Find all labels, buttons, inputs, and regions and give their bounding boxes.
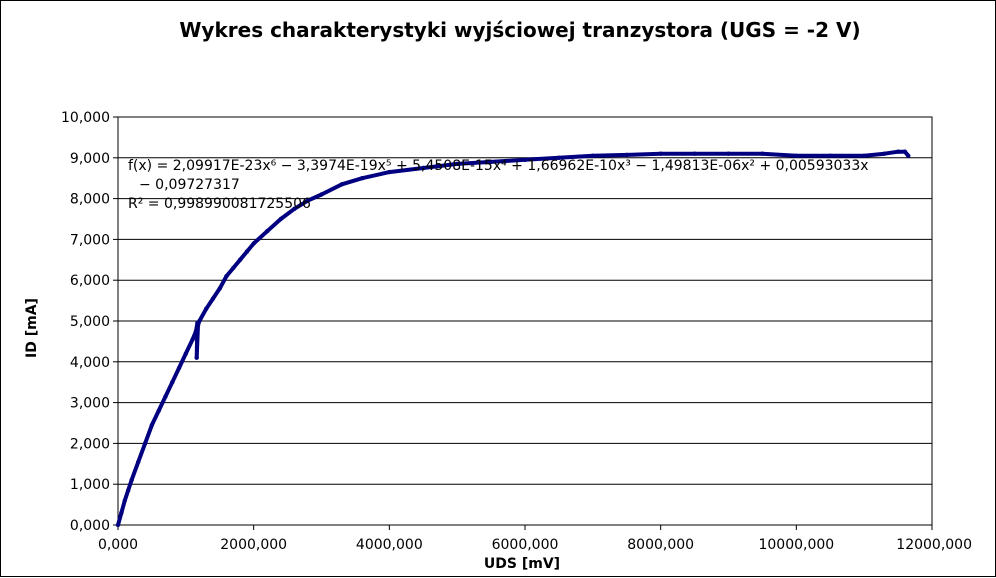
data-point xyxy=(522,157,528,162)
data-point xyxy=(156,408,161,413)
data-point xyxy=(244,249,250,254)
y-tick-label: 1,000 xyxy=(70,477,110,493)
data-point xyxy=(163,394,168,399)
series-group xyxy=(115,149,911,528)
y-tick-label: 3,000 xyxy=(70,396,110,412)
data-point xyxy=(895,149,901,154)
data-point xyxy=(624,152,629,158)
data-point xyxy=(319,192,324,197)
data-point xyxy=(265,229,270,234)
data-point xyxy=(387,169,392,175)
trendline-equation: f(x) = 2,09917E-23x⁶ − 3,3974E-19x⁵ + 5,… xyxy=(128,158,869,174)
data-point xyxy=(142,441,148,446)
data-point xyxy=(305,198,311,203)
x-tick-label: 0,000 xyxy=(98,537,138,553)
data-point xyxy=(195,322,201,328)
data-point xyxy=(421,165,426,171)
data-point xyxy=(278,216,283,222)
y-axis-ticks: 0,000 1,000 2,000 3,000 4,000 5,000 6,000 7,000… xyxy=(61,110,118,534)
data-point xyxy=(658,151,663,156)
data-point xyxy=(217,286,222,291)
data-point xyxy=(129,477,134,483)
chart-title: Wykres charakterystyki wyjściowej tranzy… xyxy=(179,18,860,42)
data-point xyxy=(726,151,731,156)
x-tick-label: 6000,000 xyxy=(492,537,559,553)
data-point xyxy=(210,296,216,301)
data-point xyxy=(176,365,182,371)
data-point xyxy=(193,329,199,334)
data-point xyxy=(794,153,799,158)
data-point xyxy=(339,182,345,187)
data-point xyxy=(882,151,887,156)
y-tick-label: 8,000 xyxy=(70,192,110,208)
y-tick-label: 10,000 xyxy=(61,110,110,126)
x-tick-label: 2000,000 xyxy=(220,537,287,553)
trendline-r2: R² = 0,998990081725506 xyxy=(128,196,311,212)
data-point xyxy=(194,355,199,360)
data-point xyxy=(292,206,297,211)
data-point xyxy=(231,265,236,271)
trendline-equation-continued: − 0,09727317 xyxy=(139,177,240,193)
data-point xyxy=(197,318,202,324)
data-point xyxy=(455,161,460,167)
data-point xyxy=(149,422,155,428)
data-point xyxy=(126,488,131,493)
x-tick-label: 8000,000 xyxy=(627,537,694,553)
x-tick-label: 4000,000 xyxy=(356,537,423,553)
data-point xyxy=(360,176,365,181)
x-axis-label: UDS [mV] xyxy=(484,556,560,572)
data-point xyxy=(190,337,195,342)
data-point xyxy=(170,380,175,385)
y-tick-label: 5,000 xyxy=(70,314,110,330)
data-point xyxy=(590,153,595,158)
data-point xyxy=(828,153,833,158)
y-tick-label: 9,000 xyxy=(70,151,110,167)
data-point xyxy=(224,273,229,279)
data-point xyxy=(556,155,562,160)
data-point xyxy=(862,153,867,158)
data-point xyxy=(906,153,911,158)
y-tick-label: 7,000 xyxy=(70,232,110,248)
data-point xyxy=(488,159,494,165)
y-axis-label: ID [mA] xyxy=(24,298,40,358)
data-point xyxy=(237,257,243,262)
data-point xyxy=(136,459,141,464)
y-tick-label: 2,000 xyxy=(70,436,110,452)
data-point xyxy=(122,498,128,503)
data-point xyxy=(760,151,765,156)
data-point xyxy=(115,522,121,528)
data-point xyxy=(119,510,124,515)
x-tick-label: 12000,000 xyxy=(896,537,972,553)
y-tick-label: 6,000 xyxy=(70,273,110,289)
y-tick-label: 0,000 xyxy=(70,518,110,534)
data-point xyxy=(204,306,209,311)
x-axis-ticks: 0,000 2000,000 4000,000 6000,000 8000,000 100… xyxy=(98,525,972,553)
y-tick-label: 4,000 xyxy=(70,355,110,371)
data-point xyxy=(183,351,188,356)
x-tick-label: 10000,000 xyxy=(758,537,834,553)
data-point xyxy=(251,241,256,246)
data-point xyxy=(692,151,697,156)
data-point xyxy=(902,149,908,154)
